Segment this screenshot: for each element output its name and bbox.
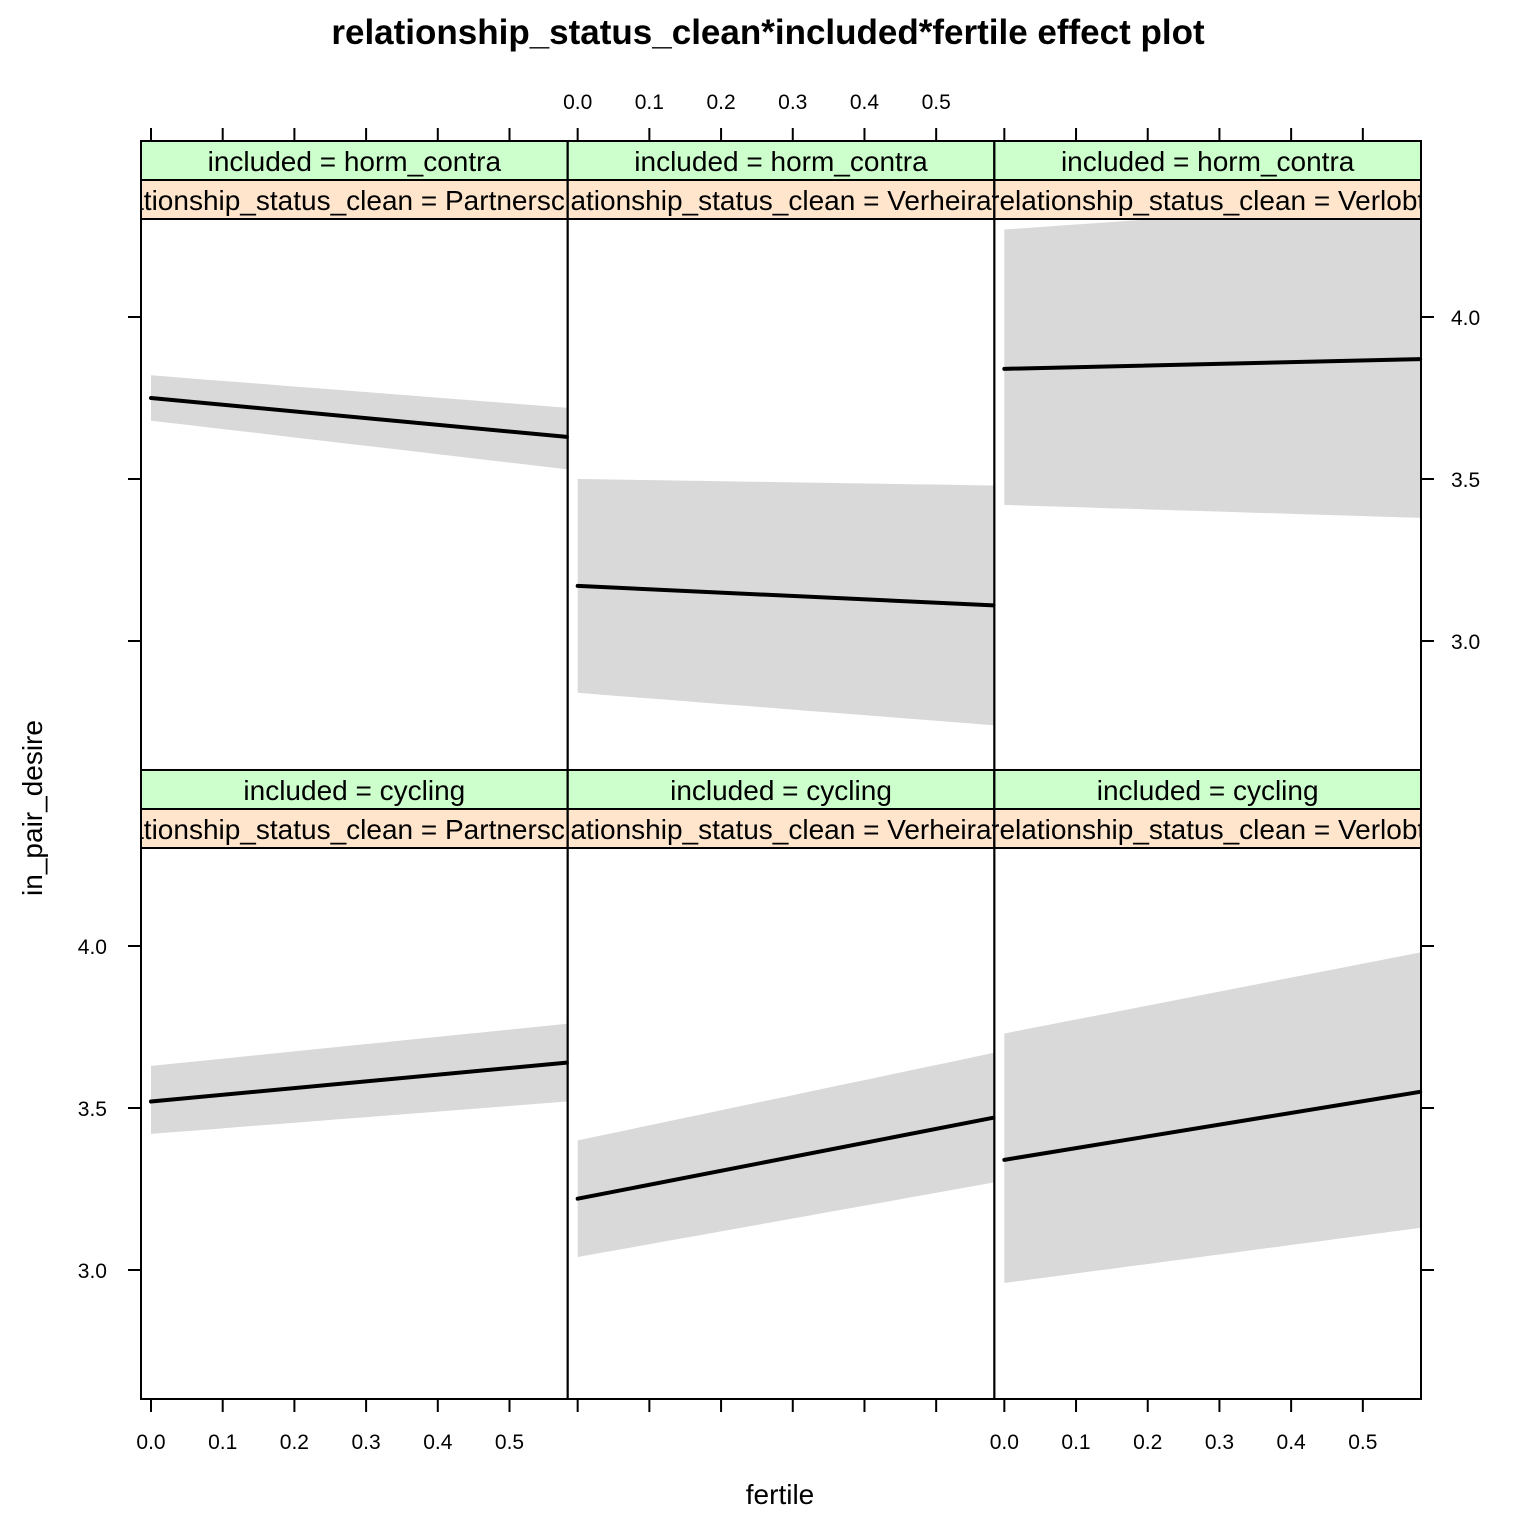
- x-tick-label-top: 0.5: [922, 91, 951, 114]
- panel-border: [993, 769, 1422, 1400]
- x-axis-title: fertile: [746, 1479, 814, 1510]
- confidence-band: [577, 479, 994, 726]
- confidence-band: [1004, 952, 1421, 1283]
- y-tick-label-left: 4.0: [78, 936, 107, 959]
- x-tick-label-bottom: 0.3: [351, 1431, 380, 1454]
- strip-included: [566, 140, 996, 181]
- effect-line: [149, 1060, 569, 1104]
- strip-relationship: [993, 808, 1422, 849]
- confidence-band: [1004, 200, 1421, 518]
- x-tick-label-top: 0.1: [635, 91, 664, 114]
- x-tick-label-bottom: 0.1: [1061, 1431, 1090, 1454]
- y-tick-label-left: 3.0: [78, 1260, 107, 1283]
- panel-bottom-1: included = cycling relationship_status_cl…: [539, 769, 1023, 1400]
- effect-line: [1002, 1089, 1423, 1162]
- x-tick-label-top: 0.0: [563, 91, 592, 114]
- effect-line: [575, 583, 996, 608]
- strip-included-label: included = cycling: [1097, 775, 1319, 806]
- strip-included-label: included = cycling: [243, 775, 465, 806]
- x-tick-label-top: 0.3: [778, 91, 807, 114]
- strip-included-label: included = horm_contra: [634, 146, 928, 177]
- strip-relationship-label: relationship_status_clean = Verheiratet: [539, 814, 1023, 845]
- strip-relationship-label: relationship_status_clean = Partnerschaf…: [97, 185, 612, 216]
- panel-top-2: included = horm_contra relationship_statu…: [990, 140, 1425, 771]
- strip-included: [566, 769, 996, 810]
- x-tick-label-bottom: 0.4: [1277, 1431, 1307, 1454]
- strip-relationship-label: relationship_status_clean = Verlobt: [990, 814, 1425, 845]
- x-tick-label-bottom: 0.5: [1348, 1431, 1377, 1454]
- x-tick-label-bottom: 0.2: [280, 1431, 309, 1454]
- strip-relationship: [566, 179, 996, 220]
- strip-relationship-label: relationship_status_clean = Partnerschaf…: [97, 814, 612, 845]
- strip-relationship-label: relationship_status_clean = Verlobt: [990, 185, 1425, 216]
- panel-bottom-0: included = cycling relationship_status_cl…: [97, 769, 612, 1400]
- confidence-band: [151, 375, 567, 470]
- strip-relationship: [993, 179, 1422, 220]
- chart-title: relationship_status_clean*included*ferti…: [331, 13, 1205, 52]
- effect-line: [1002, 357, 1423, 371]
- effect-line: [149, 396, 569, 439]
- confidence-band: [151, 1023, 567, 1134]
- panels-layer: included = horm_contra relationship_statu…: [97, 140, 1425, 1400]
- strip-relationship: [566, 808, 996, 849]
- y-axis-title: in_pair_desire: [17, 720, 48, 896]
- x-tick-label-bottom: 0.4: [423, 1431, 453, 1454]
- x-tick-label-bottom: 0.1: [208, 1431, 237, 1454]
- y-tick-label-left: 3.5: [78, 1098, 107, 1121]
- panel-bottom-2: included = cycling relationship_status_cl…: [990, 769, 1425, 1400]
- strip-relationship-label: relationship_status_clean = Verheiratet: [539, 185, 1023, 216]
- x-tick-label-bottom: 0.0: [990, 1431, 1019, 1454]
- strip-included-label: included = cycling: [670, 775, 892, 806]
- strip-included-label: included = horm_contra: [1061, 146, 1355, 177]
- x-tick-label-top: 0.4: [850, 91, 880, 114]
- effect-line: [575, 1115, 996, 1201]
- y-tick-label-right: 3.0: [1451, 631, 1480, 654]
- y-tick-label-right: 4.0: [1451, 307, 1480, 330]
- axes-layer: 0.0 0.1 0.2 0.3 0.4 0.5 0.0 0.1 0.2 0.3 0.4 0.5 0.0 0…: [78, 91, 1480, 1454]
- x-tick-label-bottom: 0.2: [1133, 1431, 1162, 1454]
- y-tick-label-right: 3.5: [1451, 469, 1480, 492]
- x-tick-label-bottom: 0.0: [136, 1431, 165, 1454]
- x-tick-label-top: 0.2: [706, 91, 735, 114]
- panel-top-0: included = horm_contra relationship_statu…: [97, 140, 612, 771]
- strip-included-label: included = horm_contra: [208, 146, 502, 177]
- x-tick-label-bottom: 0.5: [495, 1431, 524, 1454]
- confidence-band: [577, 1052, 994, 1257]
- strip-included: [140, 140, 569, 181]
- x-tick-label-bottom: 0.3: [1205, 1431, 1234, 1454]
